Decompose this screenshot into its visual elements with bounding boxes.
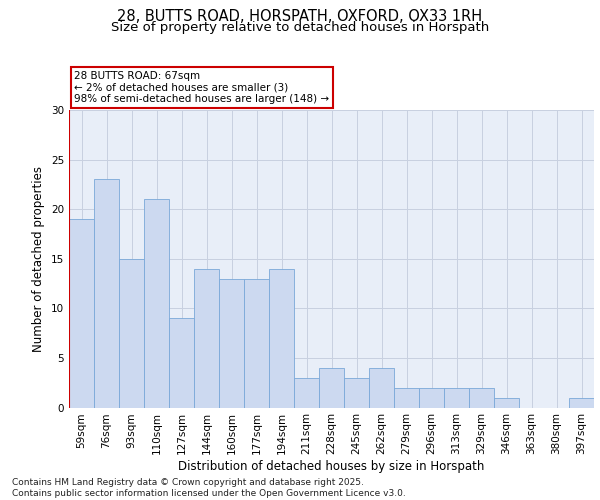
Bar — [119, 259, 144, 408]
Bar — [469, 388, 494, 407]
Bar — [269, 268, 294, 407]
Bar — [194, 268, 219, 407]
Bar — [369, 368, 394, 408]
Y-axis label: Number of detached properties: Number of detached properties — [32, 166, 46, 352]
Bar — [319, 368, 344, 408]
X-axis label: Distribution of detached houses by size in Horspath: Distribution of detached houses by size … — [178, 460, 485, 473]
Bar — [344, 378, 369, 408]
Bar — [69, 219, 94, 408]
Bar — [244, 278, 269, 407]
Text: 28, BUTTS ROAD, HORSPATH, OXFORD, OX33 1RH: 28, BUTTS ROAD, HORSPATH, OXFORD, OX33 1… — [118, 9, 482, 24]
Text: Contains HM Land Registry data © Crown copyright and database right 2025.
Contai: Contains HM Land Registry data © Crown c… — [12, 478, 406, 498]
Text: 28 BUTTS ROAD: 67sqm
← 2% of detached houses are smaller (3)
98% of semi-detache: 28 BUTTS ROAD: 67sqm ← 2% of detached ho… — [74, 71, 329, 104]
Bar — [94, 180, 119, 408]
Bar — [444, 388, 469, 407]
Bar — [294, 378, 319, 408]
Bar — [394, 388, 419, 407]
Bar — [169, 318, 194, 408]
Text: Size of property relative to detached houses in Horspath: Size of property relative to detached ho… — [111, 21, 489, 34]
Bar — [219, 278, 244, 407]
Bar — [144, 199, 169, 408]
Bar — [494, 398, 519, 407]
Bar — [419, 388, 444, 407]
Bar — [569, 398, 594, 407]
